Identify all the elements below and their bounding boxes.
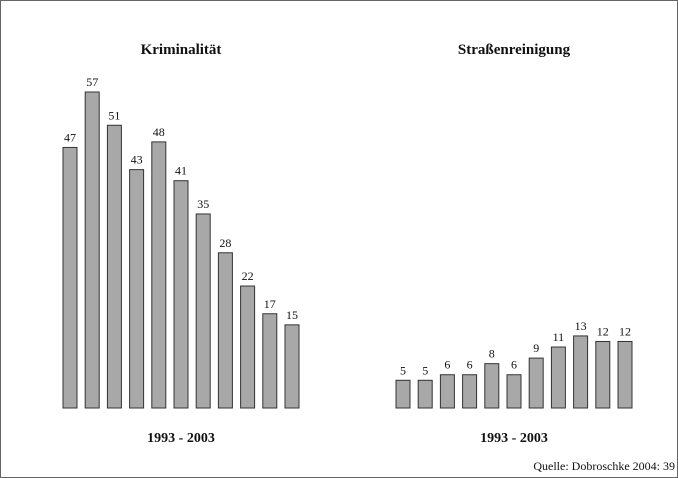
- data-label: 6: [467, 358, 473, 372]
- data-label: 28: [219, 236, 231, 250]
- data-label: 11: [553, 330, 565, 344]
- bar: [395, 379, 411, 409]
- bar: [550, 346, 566, 409]
- data-label: 48: [153, 125, 165, 139]
- data-label: 8: [489, 347, 495, 361]
- bar: [439, 374, 455, 409]
- bar: [84, 91, 100, 409]
- chart-title: Straßenreinigung: [458, 42, 571, 58]
- data-label: 5: [400, 363, 406, 377]
- data-label: 5: [422, 363, 428, 377]
- data-label: 13: [575, 319, 587, 333]
- data-label: 9: [533, 341, 539, 355]
- bar: [129, 169, 145, 409]
- bar: [506, 374, 522, 409]
- data-label: 12: [619, 324, 631, 338]
- bar: [62, 146, 78, 409]
- bar: [417, 379, 433, 409]
- bar: [462, 374, 478, 409]
- data-label: 57: [86, 75, 98, 89]
- data-label: 6: [511, 358, 517, 372]
- source-note: Quelle: Dobroschke 2004: 39: [533, 459, 675, 473]
- data-label: 6: [444, 358, 450, 372]
- bar: [617, 340, 633, 409]
- data-label: 17: [264, 297, 276, 311]
- bar: [195, 213, 211, 409]
- bar: [484, 363, 500, 409]
- bar: [151, 141, 167, 409]
- data-label: 41: [175, 164, 187, 178]
- data-label: 51: [108, 108, 120, 122]
- bar: [173, 180, 189, 409]
- x-axis-label: 1993 - 2003: [147, 431, 215, 446]
- data-label: 35: [197, 197, 209, 211]
- data-label: 12: [597, 324, 609, 338]
- bar: [262, 313, 278, 409]
- data-label: 47: [64, 130, 76, 144]
- bar: [240, 285, 256, 409]
- bar: [217, 252, 233, 409]
- bar: [284, 324, 300, 409]
- x-axis-label: 1993 - 2003: [480, 431, 548, 446]
- data-label: 15: [286, 308, 298, 322]
- bar: [595, 340, 611, 409]
- bar: [106, 124, 122, 409]
- chart-title: Kriminalität: [141, 42, 222, 58]
- bar: [573, 335, 589, 409]
- bar: [528, 357, 544, 409]
- data-label: 22: [242, 269, 254, 283]
- data-label: 43: [131, 153, 143, 167]
